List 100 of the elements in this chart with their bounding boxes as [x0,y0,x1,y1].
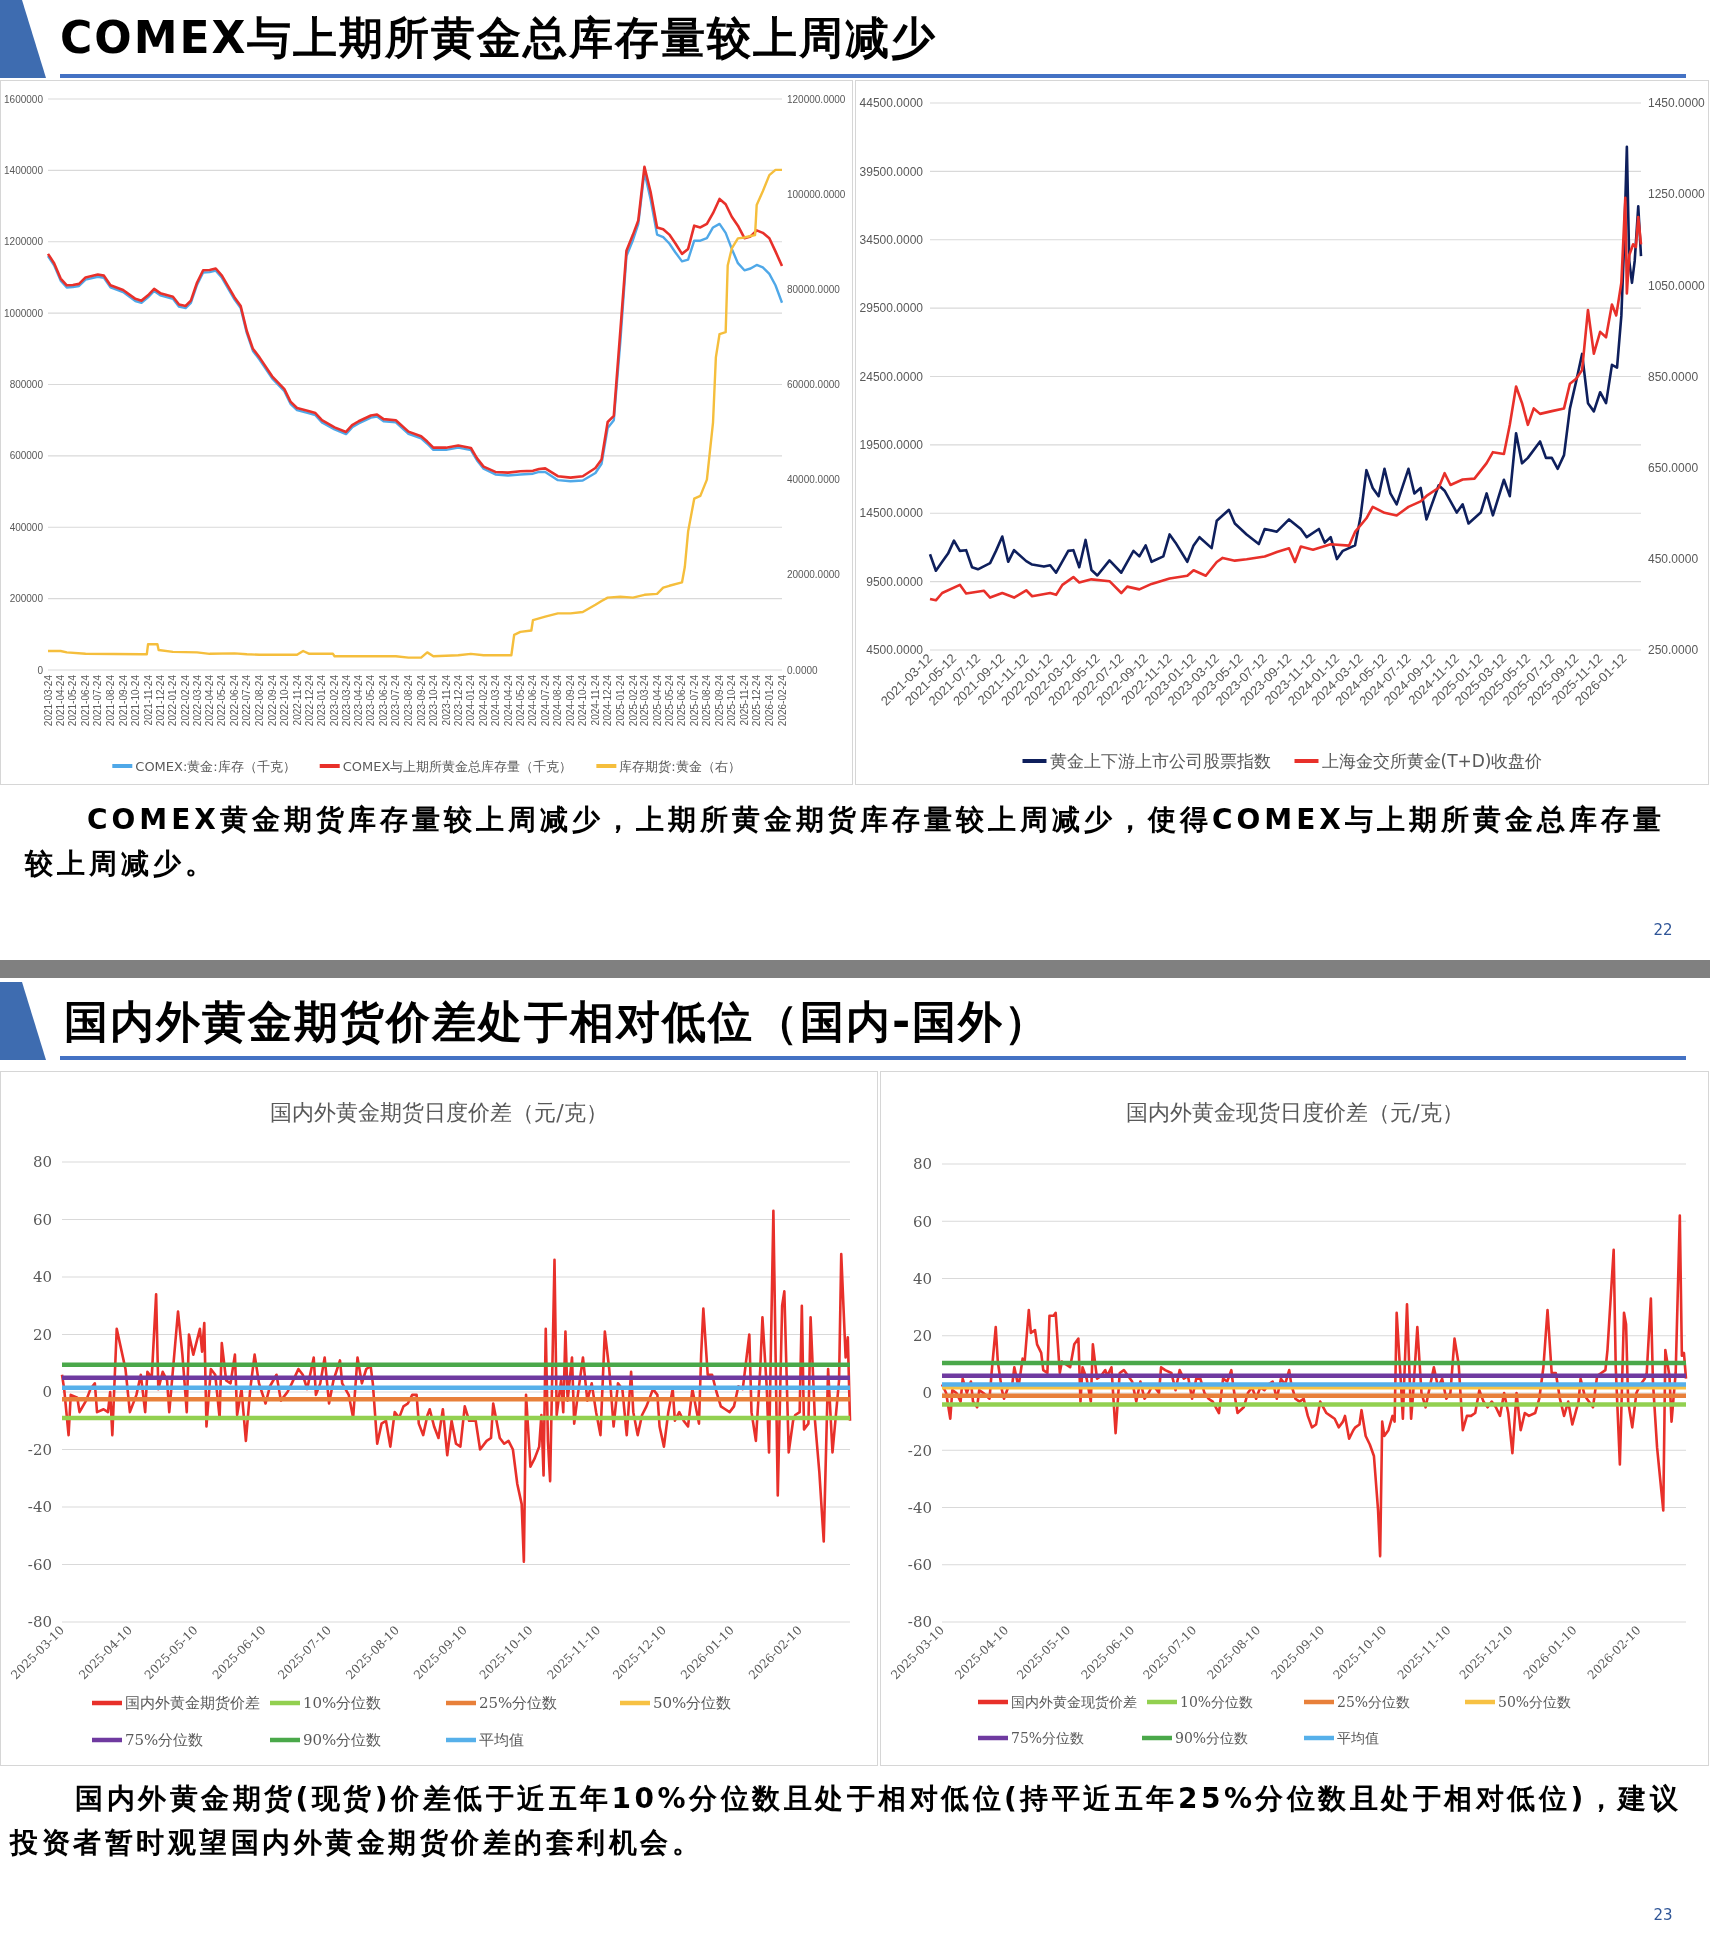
y-tick-label: 60 [32,1210,52,1229]
y2-tick-label: 40000.0000 [787,474,841,486]
x-tick-label: 2021-04-24 [55,674,67,727]
legend-label: 黄金上下游上市公司股票指数 [1049,750,1271,771]
line-series [46,168,784,659]
line-series [928,145,1643,577]
x-tick-label: 2023-09-24 [415,674,427,727]
y-tick-label: -20 [27,1440,52,1459]
x-tick-label: 2023-06-24 [378,674,390,727]
x-tick-label: 2021-08-24 [104,674,116,727]
legend-label: 50%分位数 [653,1694,732,1713]
text: COMEX与上期所黄金总库存量较上周减少 [60,11,938,66]
x-tick-label: 2025-05-24 [663,674,675,727]
x-tick-label: 2023-12-24 [452,674,464,727]
y-tick-label: 1600000 [4,93,44,105]
x-tick-label: 2022-08-24 [253,674,265,727]
x-tick-label: 2022-09-24 [266,674,278,727]
legend-label: 10%分位数 [303,1694,382,1713]
legend-label: 国内外黄金期货价差 [125,1694,260,1713]
x-tick-label: 2021-11-24 [142,674,154,726]
y-tick-label: 1200000 [4,236,44,248]
x-tick-label: 2021-07-24 [92,674,104,727]
y-tick-label: 40 [32,1268,52,1287]
y-tick-label: 600000 [9,450,44,462]
chart-title: 国内外黄金期货日度价差（元/克） [270,1099,608,1125]
legend-label: 库存期货:黄金（右） [619,758,741,774]
legend-label: 平均值 [479,1731,524,1750]
x-tick-label: 2025-12-24 [751,674,763,727]
x-tick-label: 2021-03-24 [42,674,54,727]
y2-tick-label: 20000.0000 [787,569,841,581]
x-tick-label: 2022-12-24 [303,674,315,727]
x-tick-label: 2024-05-24 [514,674,526,727]
x-tick-label: 2023-05-24 [365,674,377,727]
y-tick-label: 0 [37,664,44,676]
y-tick-label: 14500.0000 [859,506,924,521]
x-tick-label: 2023-01-24 [316,674,328,727]
legend-label: 90%分位数 [303,1731,382,1750]
y-tick-label: 80 [32,1153,52,1172]
y-tick-label: -40 [27,1498,52,1517]
y-tick-label: 20 [912,1327,932,1345]
text: 国内外黄金期货价差处于相对低位（国内-国外） [64,995,1051,1050]
text: COMEX黄金期货库存量较上周减少，上期所黄金期货库存量较上周减少，使得COMEX与上期所黄金总库存量较上周减少。 [25,802,1666,882]
y-tick-label: 400000 [9,521,44,533]
legend-label: 25%分位数 [479,1694,558,1713]
x-tick-label: 2023-02-24 [329,674,341,727]
x-tick-label: 2021-09-24 [117,674,129,727]
legend-label: 上海金交所黄金(T+D)收盘价 [1321,750,1543,771]
x-tick-label: 2025-08-24 [701,674,713,727]
y-tick-label: 40 [912,1269,932,1288]
x-tick-label: 2024-01-24 [465,674,477,727]
y-tick-label: 60 [912,1212,932,1231]
x-tick-label: 2026-01-24 [763,674,775,727]
y-tick-label: -20 [907,1441,932,1460]
legend-label: 75%分位数 [1011,1729,1085,1746]
y-tick-label: -60 [907,1556,932,1574]
y-tick-label: -40 [907,1498,932,1517]
y-tick-label: 24500.0000 [859,369,924,384]
y2-tick-label: 80000.0000 [787,283,841,295]
x-tick-label: 2023-03-24 [340,674,352,727]
text: 23 [1652,1906,1674,1924]
y-tick-label: 44500.0000 [859,96,924,111]
x-tick-label: 2021-10-24 [129,674,141,727]
x-tick-label: 2023-10-24 [427,674,439,727]
y-tick-label: 39500.0000 [859,164,924,179]
line-series [928,196,1643,602]
x-tick-label: 2025-10-24 [726,674,738,727]
y-tick-label: -80 [27,1613,52,1632]
x-tick-label: 2022-07-24 [241,674,253,727]
x-tick-label: 2023-11-24 [440,674,452,726]
legend-label: COMEX:黄金:库存（千克） [135,758,296,774]
x-tick-label: 2022-01-24 [167,674,179,727]
x-tick-label: 2024-09-24 [565,674,577,727]
x-tick-label: 2025-11-24 [738,674,750,726]
y-tick-label: -60 [27,1555,52,1574]
y-tick-label: 200000 [9,593,44,605]
y-tick-label: 80 [912,1155,932,1174]
x-tick-label: 2024-08-24 [552,674,564,727]
y2-tick-label: 1050.0000 [1648,278,1706,293]
legend-label: 10%分位数 [1180,1693,1254,1710]
y-tick-label: 20 [32,1325,52,1344]
x-tick-label: 2022-05-24 [216,674,228,727]
y2-tick-label: 450.0000 [1648,552,1699,567]
chart-title: 国内外黄金现货日度价差（元/克） [1126,1099,1464,1125]
y2-tick-label: 60000.0000 [787,379,841,390]
x-tick-label: 2025-07-24 [688,674,700,727]
y2-tick-label: 850.0000 [1648,369,1699,384]
y-tick-label: -80 [907,1613,932,1632]
x-tick-label: 2024-12-24 [602,674,614,727]
x-tick-label: 2021-06-24 [80,674,92,727]
x-tick-label: 2025-04-24 [651,674,663,727]
y2-tick-label: 1250.0000 [1648,187,1706,202]
x-tick-label: 2024-04-24 [502,674,514,727]
x-tick-label: 2024-11-24 [589,674,601,726]
x-tick-label: 2021-05-24 [67,674,79,727]
y2-tick-label: 250.0000 [1648,643,1699,658]
x-tick-label: 2023-08-24 [402,674,414,727]
x-tick-label: 2024-10-24 [577,674,589,727]
x-tick-label: 2023-04-24 [353,674,365,727]
legend-label: 平均值 [1337,1729,1379,1746]
legend-label: 75%分位数 [125,1731,204,1750]
